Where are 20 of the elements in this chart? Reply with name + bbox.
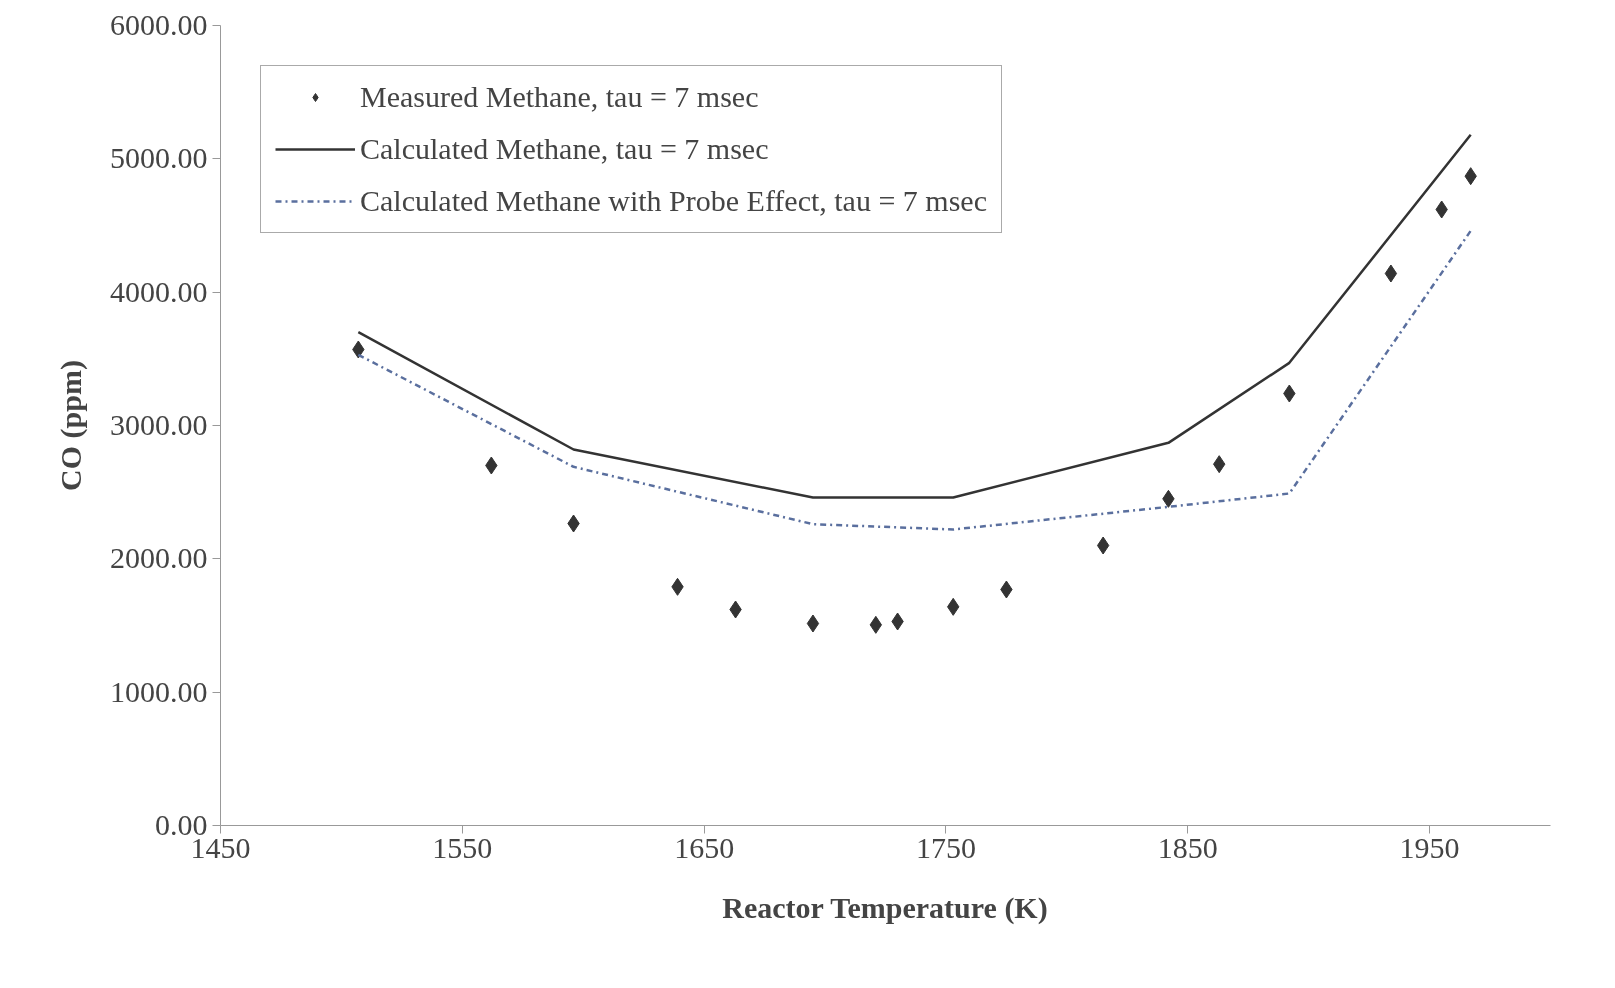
point [1384,264,1398,283]
point [806,614,820,633]
y-tick-label: 2000.00 [110,541,208,575]
x-tick-label: 1950 [1399,830,1460,864]
x-axis-title: Reactor Temperature (K) [722,890,1048,925]
legend-label: Measured Methane, tau = 7 msec [360,80,759,114]
y-axis-title: CO (ppm) [54,360,88,491]
y-tick-label: 4000.00 [110,274,208,308]
legend-label: Calculated Methane with Probe Effect, tau = 7 msec [360,184,987,218]
line-series [357,133,1472,499]
legend-label: Calculated Methane, tau = 7 msec [360,132,769,166]
y-tick-label: 5000.00 [110,141,208,175]
y-tick-label: 6000.00 [110,8,208,41]
y-tick-label: 3000.00 [110,408,208,441]
point [1096,536,1110,555]
x-tick-label: 1550 [432,830,493,864]
x-tick-label: 1650 [674,830,735,864]
x-tick-label: 1850 [1157,830,1218,864]
y-tick-label: 1000.00 [110,674,208,708]
x-tick-label: 1750 [915,830,976,864]
